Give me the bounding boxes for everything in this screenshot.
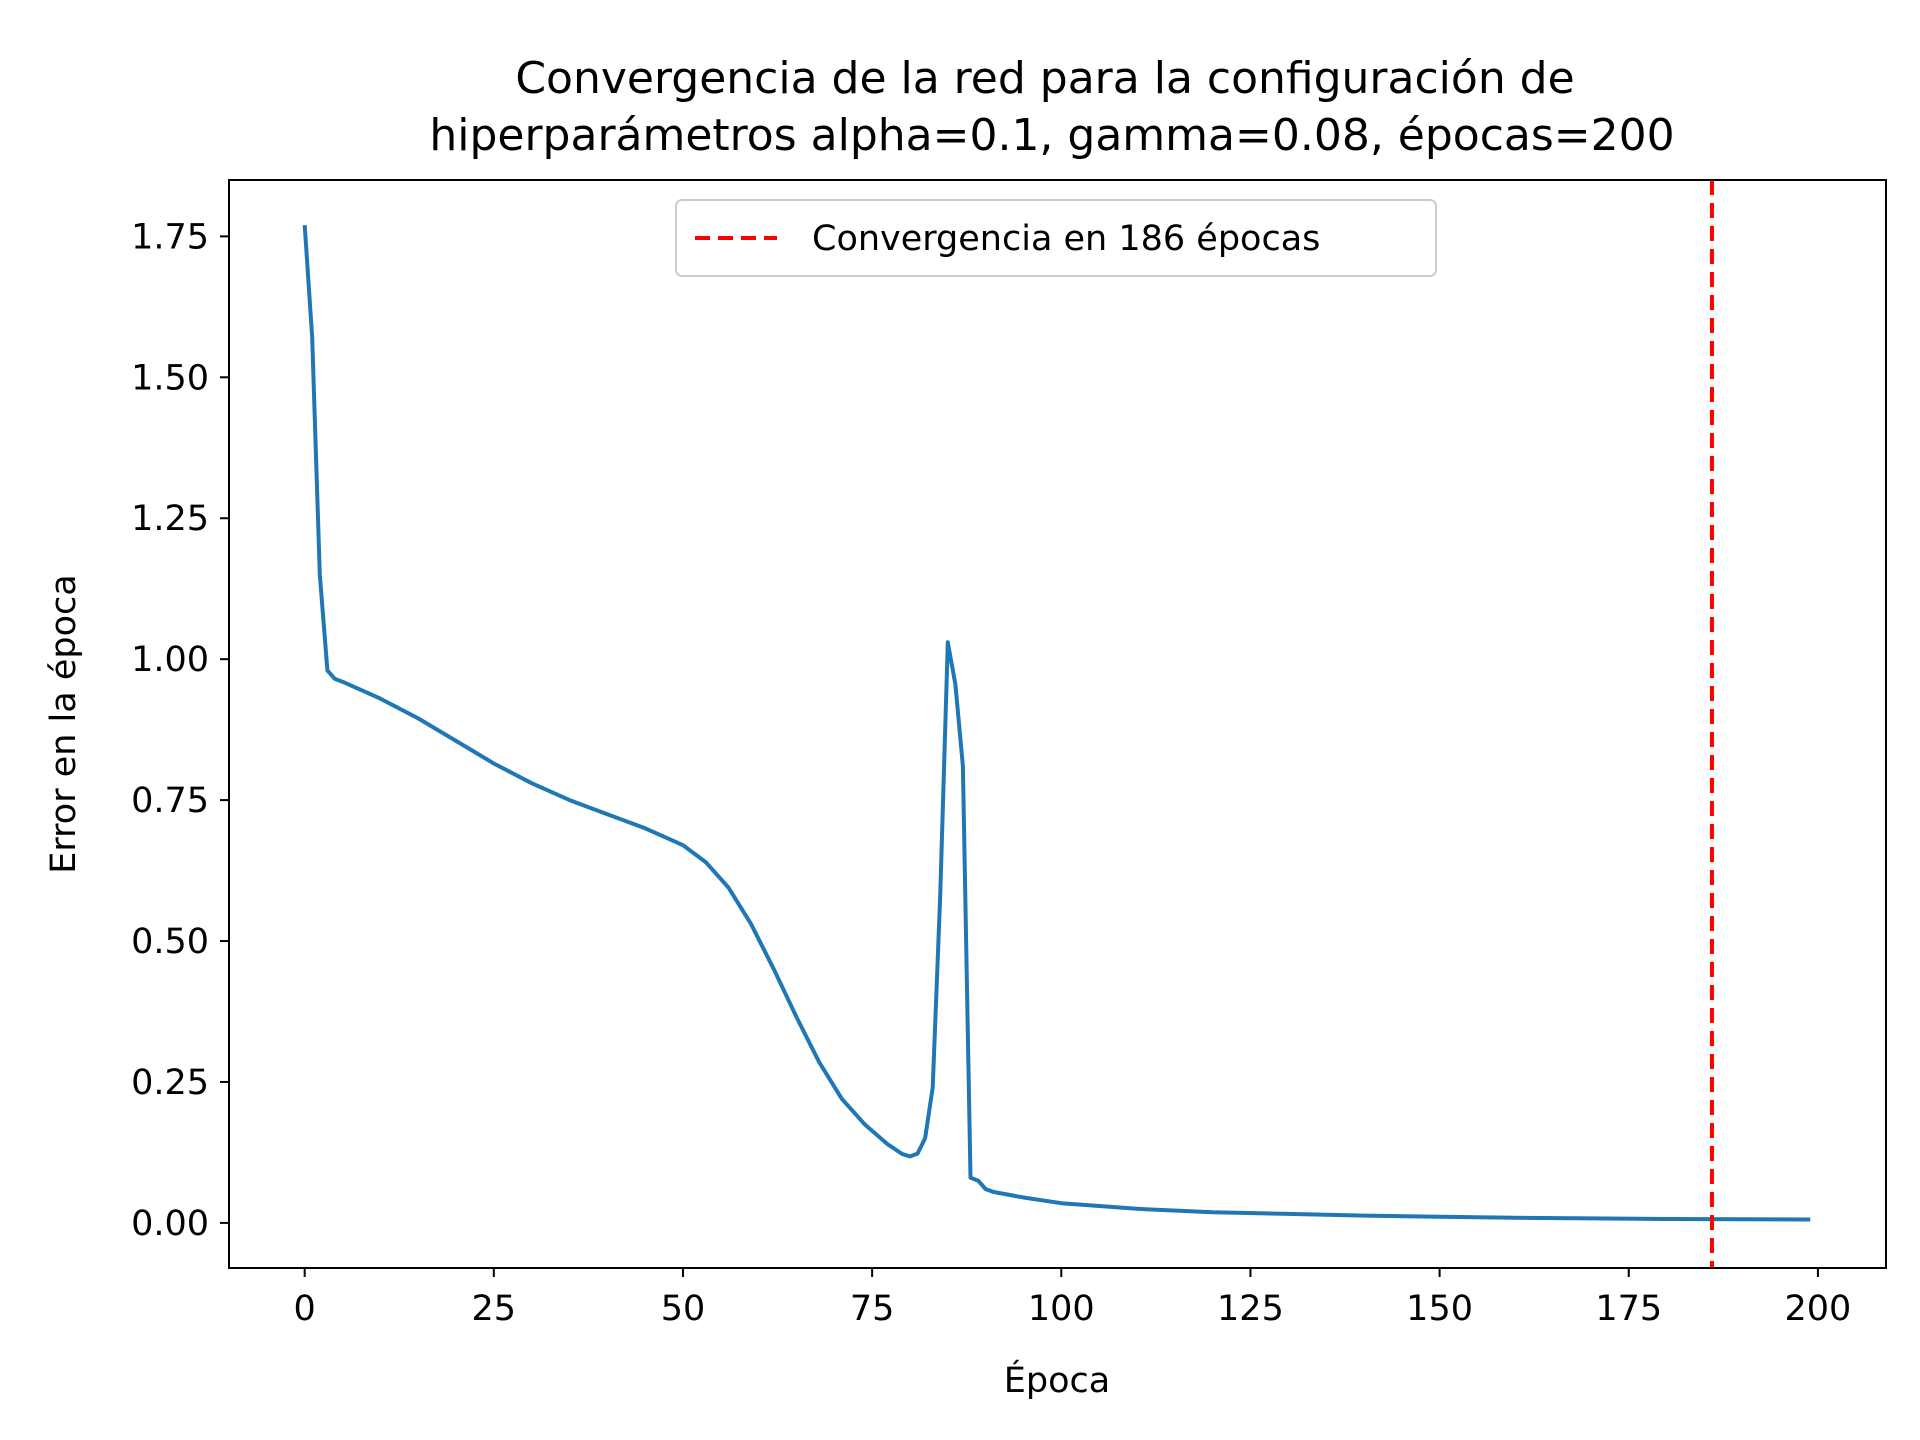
- x-axis-ticks: 0 25 50 75 100 125 150 175 200: [294, 1268, 1851, 1329]
- x-tick-label: 50: [661, 1289, 706, 1329]
- y-axis-label: Error en la época: [44, 574, 84, 873]
- y-axis-ticks: 0.00 0.25 0.50 0.75 1.00 1.25 1.50 1.75: [131, 217, 229, 1244]
- x-axis-label: Época: [1004, 1359, 1110, 1401]
- chart-title-line-1: Convergencia de la red para la configura…: [515, 53, 1574, 104]
- y-tick-label: 1.25: [131, 499, 209, 539]
- chart-title-line-2: hiperparámetros alpha=0.1, gamma=0.08, é…: [429, 110, 1674, 161]
- y-tick-label: 1.75: [131, 217, 209, 257]
- legend-box: [675, 199, 1437, 277]
- y-tick-label: 0.50: [131, 922, 209, 962]
- y-tick-label: 1.00: [131, 640, 209, 680]
- y-tick-label: 0.75: [131, 781, 209, 821]
- x-tick-label: 0: [294, 1289, 316, 1329]
- error-series-line: [302, 224, 1811, 1222]
- x-tick-label: 175: [1595, 1289, 1662, 1329]
- axes-frame: [228, 179, 1887, 1269]
- y-tick-label: 1.50: [131, 358, 209, 398]
- x-tick-label: 125: [1217, 1289, 1284, 1329]
- x-tick-label: 100: [1028, 1289, 1095, 1329]
- x-tick-label: 200: [1784, 1289, 1851, 1329]
- legend-label-convergence: Convergencia en 186 épocas: [812, 219, 1320, 259]
- x-tick-label: 150: [1406, 1289, 1473, 1329]
- x-tick-label: 75: [850, 1289, 895, 1329]
- x-tick-label: 25: [472, 1289, 517, 1329]
- y-tick-label: 0.00: [131, 1204, 209, 1244]
- legend: Convergencia en 186 épocas: [675, 199, 1437, 277]
- y-tick-label: 0.25: [131, 1063, 209, 1103]
- chart-title: Convergencia de la red para la configura…: [429, 53, 1674, 161]
